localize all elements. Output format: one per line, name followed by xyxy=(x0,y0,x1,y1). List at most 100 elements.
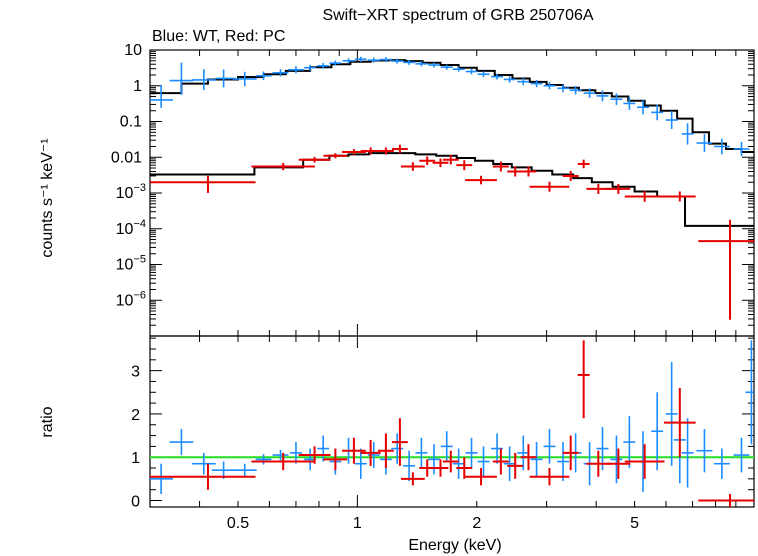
ratio-point-pc xyxy=(360,439,381,466)
ratio-point-pc xyxy=(442,450,459,473)
spectrum-point-wt xyxy=(440,64,453,70)
spectrum-point-wt xyxy=(169,62,194,95)
ratio-data xyxy=(150,340,754,507)
spectrum-point-wt xyxy=(713,138,730,155)
ratio-point-wt xyxy=(232,463,257,477)
ratio-point-wt xyxy=(610,435,623,484)
ratio-point-pc xyxy=(456,457,473,479)
spectrum-point-wt xyxy=(610,93,623,105)
ratio-point-wt xyxy=(530,442,543,477)
spectrum-point-wt xyxy=(530,80,543,88)
ratio-point-wt xyxy=(191,452,216,475)
y-tick-label: 0.01 xyxy=(111,149,142,166)
spectrum-point-wt xyxy=(304,64,317,71)
ratio-point-wt xyxy=(465,437,478,469)
ratio-point-pc xyxy=(507,452,524,479)
y-tick-label: 10 xyxy=(124,42,142,59)
ratio-point-wt xyxy=(150,463,174,495)
x-tick-label: 2 xyxy=(472,515,481,532)
spectrum-point-wt xyxy=(596,90,609,102)
spectrum-frame xyxy=(149,49,755,337)
y-tick-label: 0.1 xyxy=(120,114,142,131)
x-tick-label: 0.5 xyxy=(227,515,249,532)
spectrum-point-wt xyxy=(477,71,490,78)
y-tick-label: 2 xyxy=(131,407,140,424)
spectrum-point-pc xyxy=(663,191,696,202)
ratio-point-pc xyxy=(323,448,348,471)
model-line-wt xyxy=(150,59,754,154)
ratio-point-pc xyxy=(342,437,366,464)
spectrum-point-pc xyxy=(298,156,331,163)
ratio-point-pc xyxy=(150,463,256,490)
ratio-point-wt xyxy=(428,444,440,475)
ratio-frame xyxy=(149,335,755,508)
spectrum-point-pc xyxy=(323,153,348,159)
ratio-panel: 0.5 1 2 5 0 1 2 3 xyxy=(131,335,755,532)
y-tick-label: 10−3 xyxy=(116,182,146,202)
ratio-point-pc xyxy=(377,433,394,469)
chart-subtitle: Blue: WT, Red: PC xyxy=(152,28,285,45)
spectrum-point-pc xyxy=(419,156,436,166)
ratio-point-pc xyxy=(529,468,570,486)
ratio-point-pc xyxy=(577,340,590,419)
y-tick-label: 10−5 xyxy=(116,254,146,274)
spectrum-point-wt xyxy=(583,88,596,98)
ratio-point-wt xyxy=(317,435,330,462)
ratio-point-wt xyxy=(651,392,664,471)
spectrum-point-wt xyxy=(367,57,380,63)
ratio-point-wt xyxy=(477,446,490,477)
spectrum-point-wt xyxy=(637,100,649,115)
ratio-point-wt xyxy=(272,449,289,461)
spectrum-point-pc xyxy=(624,191,665,202)
ratio-point-wt xyxy=(623,416,636,469)
spectrum-point-wt xyxy=(255,71,272,81)
ratio-point-pc xyxy=(298,446,331,464)
spectrum-point-wt xyxy=(272,69,289,77)
model-line-pc xyxy=(150,152,754,227)
spectrum-point-pc xyxy=(442,155,459,165)
spectrum-point-pc xyxy=(492,161,509,172)
spectrum-point-pc xyxy=(586,183,611,194)
spectrum-point-pc xyxy=(400,162,425,171)
spectrum-point-wt xyxy=(329,60,342,66)
spectrum-point-wt xyxy=(681,123,694,145)
spectrum-point-wt xyxy=(665,111,678,129)
ratio-point-pc xyxy=(432,459,449,477)
spectrum-point-wt xyxy=(403,59,416,65)
y-tick-label: 1 xyxy=(131,450,140,467)
ratio-point-wt xyxy=(681,418,694,488)
y-tick-label: 1 xyxy=(133,78,142,95)
spectrum-point-wt xyxy=(391,58,404,64)
spectrum-panel: 10 1 0.1 0.01 10−3 10−4 10−5 10−6 xyxy=(111,42,755,337)
spectrum-data xyxy=(150,56,754,320)
y-tick-label: 10−4 xyxy=(116,218,146,238)
ratio-point-wt xyxy=(745,340,754,445)
spectrum-point-wt xyxy=(215,69,236,88)
ratio-point-wt xyxy=(289,442,302,464)
ratio-point-pc xyxy=(492,448,509,475)
spectrum-point-wt xyxy=(342,58,355,64)
ratio-point-pc xyxy=(624,444,665,479)
spectrum-point-wt xyxy=(452,66,465,72)
x-tick-label: 1 xyxy=(353,515,362,532)
spectrum-point-wt xyxy=(232,71,257,87)
chart-title: Swift−XRT spectrum of GRB 250706A xyxy=(322,7,593,24)
ratio-point-pc xyxy=(251,452,315,471)
spectrum-point-wt xyxy=(465,68,478,75)
spectrum-point-wt xyxy=(191,69,216,90)
spectrum-point-wt xyxy=(428,62,440,68)
ratio-point-wt xyxy=(543,429,556,464)
spectrum-point-wt xyxy=(415,61,428,67)
spectrum-point-wt xyxy=(569,85,582,95)
ratio-point-wt xyxy=(415,437,428,469)
ratio-point-pc xyxy=(586,450,611,477)
spectrum-point-pc xyxy=(529,181,570,192)
ratio-point-wt xyxy=(713,448,730,479)
spectrum-point-pc xyxy=(465,175,497,185)
spectrum-point-wt xyxy=(543,82,556,90)
y-axis-label-spectrum: counts s⁻¹ keV⁻¹ xyxy=(39,138,56,257)
spectrum-point-pc xyxy=(391,144,408,154)
ratio-point-pc xyxy=(606,448,631,479)
spectrum-point-wt xyxy=(623,97,636,110)
